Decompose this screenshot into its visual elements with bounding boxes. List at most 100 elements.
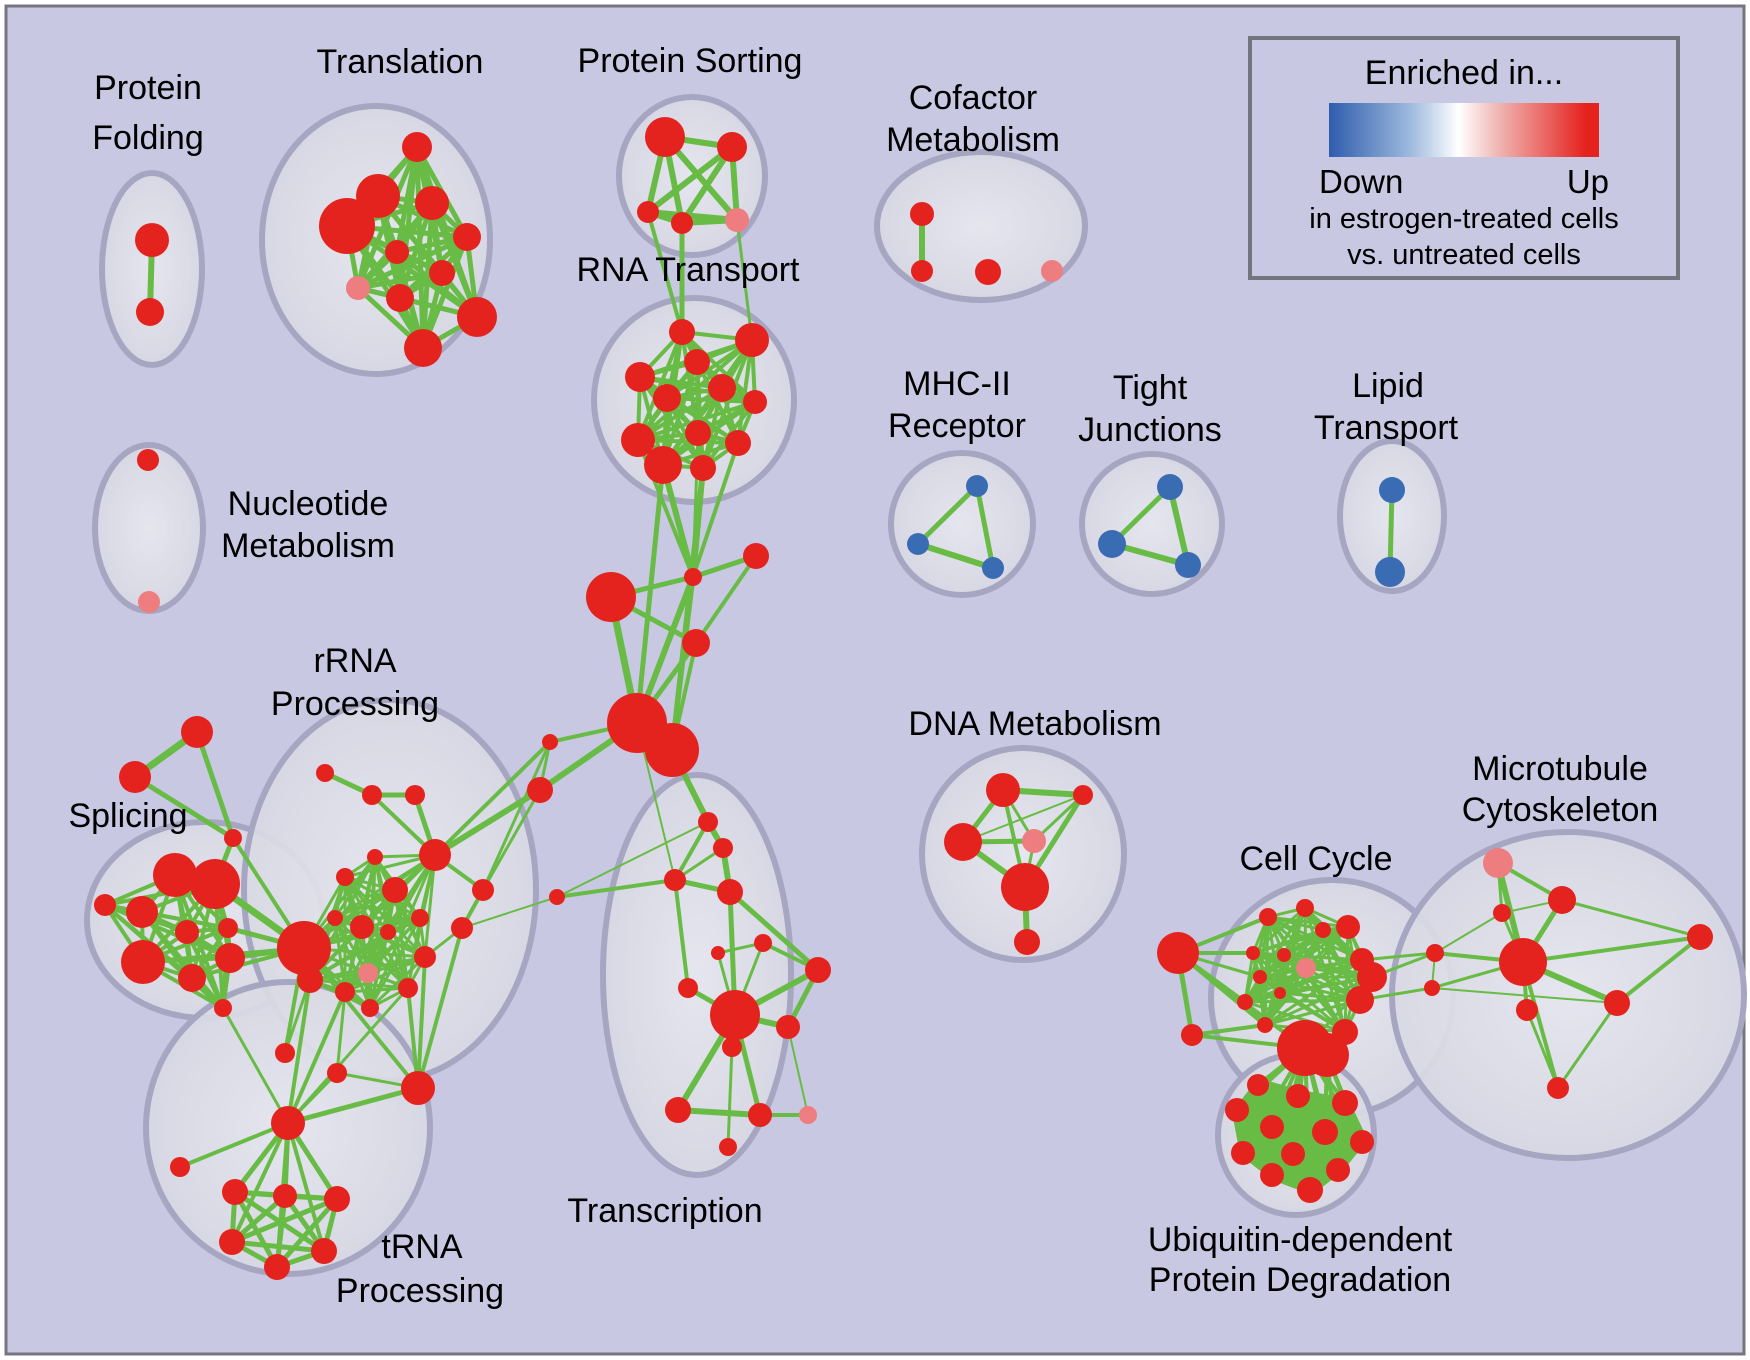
gene-set-node xyxy=(411,909,429,927)
edge xyxy=(673,820,710,882)
cluster-label-ubiquitin-degradation: Protein Degradation xyxy=(1149,1261,1451,1299)
cluster-label-rrna-processing: Processing xyxy=(271,685,439,723)
edge xyxy=(335,990,347,1075)
gene-set-node xyxy=(358,963,378,983)
edge xyxy=(1190,1023,1267,1037)
gene-set-node xyxy=(1296,899,1314,917)
edge xyxy=(286,1121,326,1253)
edge xyxy=(286,990,347,1125)
edge xyxy=(274,1196,340,1270)
gene-set-node xyxy=(1499,938,1547,986)
gene-set-node xyxy=(1687,924,1713,950)
gene-set-node xyxy=(645,723,699,777)
gene-set-node xyxy=(725,208,749,232)
gene-set-node xyxy=(214,999,232,1017)
gene-set-node xyxy=(1181,1024,1203,1046)
gene-set-node xyxy=(1336,915,1360,939)
gene-set-node xyxy=(1260,1163,1284,1187)
edge xyxy=(974,483,996,571)
gene-set-node xyxy=(1493,904,1511,922)
edge xyxy=(675,1107,763,1118)
gene-set-node xyxy=(1014,929,1040,955)
gene-set-node xyxy=(181,716,213,748)
gene-set-node xyxy=(1286,1084,1310,1108)
edge xyxy=(230,1121,290,1244)
gene-set-node xyxy=(1547,1077,1569,1099)
edge xyxy=(1556,1001,1619,1090)
gene-set-node xyxy=(350,915,374,939)
gene-set-node xyxy=(743,390,767,414)
gene-set-node xyxy=(297,967,323,993)
edge xyxy=(481,740,552,892)
gene-set-node xyxy=(911,260,933,282)
edge xyxy=(1243,966,1308,1004)
edge xyxy=(103,903,230,930)
gene-set-node xyxy=(690,455,716,481)
gene-set-node xyxy=(717,879,743,905)
gene-set-node xyxy=(316,764,334,782)
gene-set-node xyxy=(138,591,160,613)
legend-subtitle-line2: vs. untreated cells xyxy=(1347,239,1581,271)
gene-set-node xyxy=(1259,908,1277,926)
gene-set-node xyxy=(170,1157,190,1177)
edge xyxy=(178,1121,290,1169)
cluster-label-ubiquitin-degradation: Ubiquitin-dependent xyxy=(1148,1221,1453,1259)
cluster-label-cofactor-metabolism: Metabolism xyxy=(886,121,1060,159)
edge xyxy=(333,916,370,975)
gene-set-node xyxy=(319,198,375,254)
gene-set-node xyxy=(684,568,702,586)
cluster-ellipse-tight-junctions xyxy=(1079,451,1225,597)
gene-set-node xyxy=(327,910,343,926)
cluster-label-lipid-transport: Lipid xyxy=(1352,367,1424,405)
edge xyxy=(1167,484,1191,568)
gene-set-node xyxy=(402,132,432,162)
gene-set-node xyxy=(175,920,199,944)
gene-set-node xyxy=(361,999,379,1017)
edge xyxy=(433,740,552,857)
gene-set-node xyxy=(708,374,736,402)
edge xyxy=(735,218,754,342)
gene-set-node xyxy=(218,918,238,938)
gene-set-node xyxy=(1332,1090,1358,1116)
edge xyxy=(673,878,690,990)
gene-set-node xyxy=(271,1106,305,1140)
edge xyxy=(368,853,437,1010)
gene-set-node xyxy=(126,896,158,928)
gene-set-node xyxy=(1175,552,1201,578)
edge xyxy=(679,144,735,226)
edge xyxy=(1243,975,1374,1004)
gene-set-node xyxy=(1297,1177,1323,1203)
edge xyxy=(286,978,312,1125)
gene-set-node xyxy=(1375,557,1405,587)
cluster-label-dna-metabolism: DNA Metabolism xyxy=(908,705,1161,743)
gene-set-node xyxy=(153,853,197,897)
edge xyxy=(727,889,821,973)
gene-set-node xyxy=(944,823,982,861)
edge xyxy=(962,794,1084,843)
edge xyxy=(1434,912,1503,954)
gene-set-node xyxy=(1315,922,1331,938)
gene-set-node xyxy=(1379,477,1405,503)
gene-set-node xyxy=(1098,530,1126,558)
gene-set-node xyxy=(1237,994,1253,1010)
gene-set-node xyxy=(711,946,725,960)
edge xyxy=(308,930,390,982)
gene-set-node xyxy=(1281,1142,1305,1166)
edge xyxy=(229,1196,340,1245)
gene-set-node xyxy=(1516,999,1538,1021)
gene-set-node xyxy=(264,1254,290,1280)
gene-set-node xyxy=(215,943,245,973)
gene-set-node xyxy=(1246,946,1260,960)
cluster-ellipse-transcription xyxy=(600,772,794,1178)
gene-set-node xyxy=(685,420,711,446)
gene-set-node xyxy=(805,957,831,983)
edge xyxy=(645,144,735,215)
edge xyxy=(1263,998,1362,1027)
gene-set-node xyxy=(664,869,686,891)
gene-set-node xyxy=(1022,829,1046,853)
cluster-label-translation: Translation xyxy=(317,43,484,81)
gene-set-node xyxy=(324,1186,350,1212)
edge xyxy=(660,462,696,580)
edge xyxy=(634,462,666,726)
